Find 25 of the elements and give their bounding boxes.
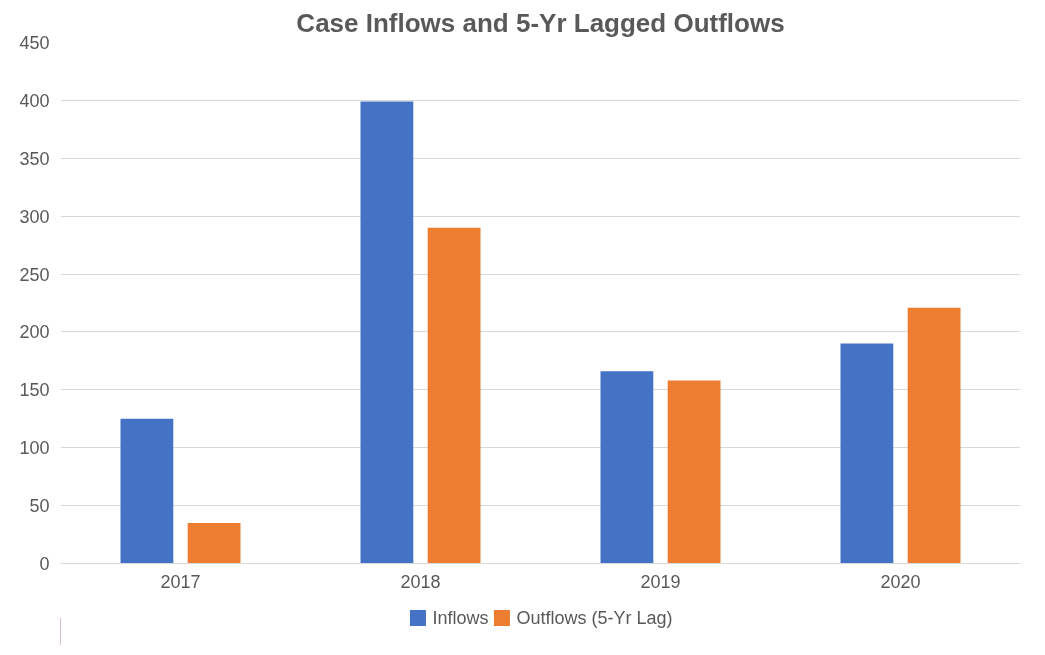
y-tick-label: 450 xyxy=(19,33,50,53)
x-tick-label: 2017 xyxy=(160,571,201,592)
y-tick-label: 350 xyxy=(19,148,50,169)
bar xyxy=(667,380,721,564)
y-tick-label: 150 xyxy=(19,380,50,401)
legend-label: Inflows xyxy=(432,607,489,628)
bar xyxy=(427,227,481,564)
bar xyxy=(907,307,961,564)
legend-label: Outflows (5-Yr Lag) xyxy=(516,607,673,628)
y-tick-label: 400 xyxy=(19,90,50,111)
y-tick-label: 0 xyxy=(39,554,50,574)
chart-title: Case Inflows and 5-Yr Lagged Outflows xyxy=(296,7,785,38)
bar xyxy=(360,101,414,564)
bar xyxy=(840,343,894,564)
x-tick-label: 2019 xyxy=(640,571,681,592)
bar xyxy=(120,418,174,564)
bar xyxy=(187,522,241,564)
y-tick-label: 300 xyxy=(19,206,50,227)
y-tick-label: 50 xyxy=(29,496,50,517)
x-tick-label: 2018 xyxy=(400,571,441,592)
y-tick-label: 200 xyxy=(19,322,50,343)
y-tick-label: 100 xyxy=(19,438,50,459)
x-tick-label: 2020 xyxy=(880,571,921,592)
bar xyxy=(600,371,654,564)
y-tick-label: 250 xyxy=(19,264,50,285)
